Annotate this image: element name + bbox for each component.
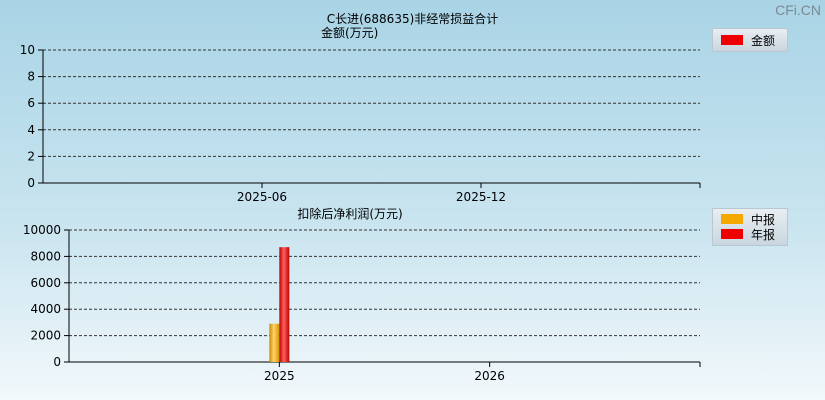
chart1-plot: 0 2 4 6 8 10 2025-06 2025-12 xyxy=(20,43,701,204)
chart1-ytick-label: 8 xyxy=(27,70,35,84)
chart1-legend: 金额 xyxy=(712,28,788,52)
chart1-ytick-label: 6 xyxy=(27,96,35,110)
chart2-ytick-label: 6000 xyxy=(30,276,61,290)
chart1-ytick-label: 0 xyxy=(27,176,35,190)
chart2-xtick-label: 2025 xyxy=(264,369,295,383)
chart1-xtick-label: 2025-12 xyxy=(456,190,506,204)
chart2-title: 扣除后净利润(万元) xyxy=(297,207,403,221)
legend-label-amount: 金额 xyxy=(751,33,776,48)
chart1-title: C长进(688635)非经常损益合计 xyxy=(326,12,499,26)
legend-swatch-interim xyxy=(721,214,743,224)
chart1-ytick-label: 10 xyxy=(20,43,35,57)
legend-swatch-amount xyxy=(721,35,743,45)
chart1-ytick-label: 2 xyxy=(27,149,35,163)
bar-annual-2025 xyxy=(279,247,290,362)
cfi-watermark: CFi.CN xyxy=(775,2,821,18)
chart2-ytick-label: 0 xyxy=(53,355,61,369)
legend-label-annual: 年报 xyxy=(751,227,776,242)
chart2-legend: 中报 年报 xyxy=(712,208,788,246)
chart2-plot: 0 2000 4000 6000 8000 10000 2025 2026 xyxy=(23,223,701,383)
chart1-ytick-label: 4 xyxy=(27,123,35,137)
chart2-ytick-label: 8000 xyxy=(30,249,61,263)
chart2-ytick-label: 4000 xyxy=(30,302,61,316)
chart1-xtick-label: 2025-06 xyxy=(237,190,287,204)
chart1-subtitle: 金额(万元) xyxy=(321,26,379,40)
chart2-xtick-label: 2026 xyxy=(474,369,505,383)
chart2-ytick-label: 10000 xyxy=(23,223,61,237)
bar-interim-2025 xyxy=(269,323,280,362)
legend-item-interim: 中报 xyxy=(721,212,776,227)
legend-item-annual: 年报 xyxy=(721,227,776,242)
chart2-ytick-label: 2000 xyxy=(30,329,61,343)
legend-swatch-annual xyxy=(721,229,743,239)
legend-label-interim: 中报 xyxy=(751,212,776,227)
legend-item-amount: 金额 xyxy=(721,33,776,48)
